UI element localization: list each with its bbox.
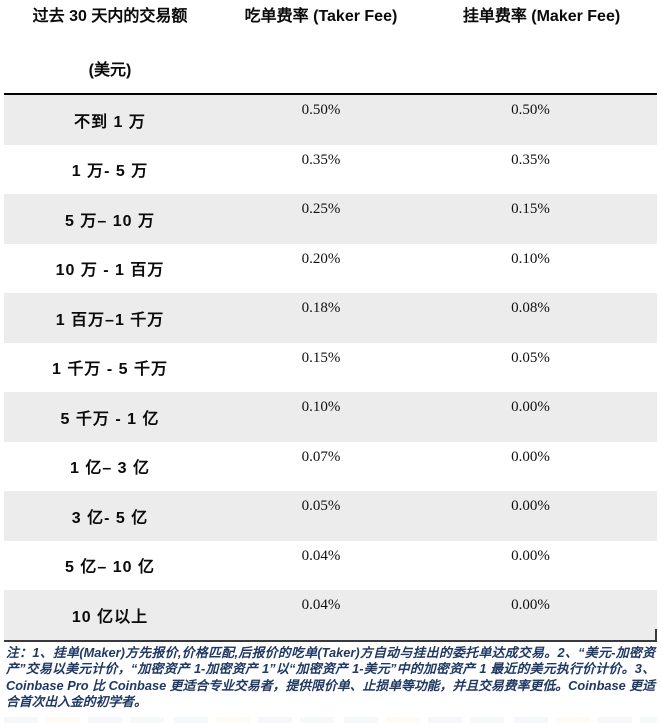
divider-right-tick	[655, 628, 657, 642]
tier-label: 1 千万 - 5 千万	[52, 361, 168, 379]
fee-table: 过去 30 天内的交易额 (美元) 吃单费率 (Taker Fee) 挂单费率 …	[4, 0, 657, 711]
taker-fee-value: 0.04%	[301, 547, 341, 564]
maker-fee-value: 0.00%	[511, 498, 550, 514]
maker-fee-value: 0.08%	[511, 300, 550, 316]
tier-label: 5 千万 - 1 亿	[60, 410, 160, 428]
table-row: 3 亿- 5 亿 0.05% 0.00%	[4, 491, 657, 541]
maker-fee-value: 0.00%	[511, 547, 550, 564]
maker-fee-value: 0.35%	[511, 151, 550, 168]
tier-label: 不到 1 万	[74, 113, 146, 131]
column-header-volume-line1: 过去 30 天内的交易额	[32, 8, 188, 25]
maker-fee-value: 0.00%	[511, 448, 550, 465]
maker-fee-value: 0.00%	[511, 597, 550, 613]
taker-fee-value: 0.10%	[301, 399, 341, 415]
maker-fee-value: 0.05%	[511, 349, 550, 366]
tier-label: 5 万– 10 万	[65, 212, 155, 230]
column-header-maker-fee: 挂单费率 (Maker Fee)	[462, 8, 621, 25]
tier-label: 5 亿– 10 亿	[65, 559, 155, 577]
taker-fee-value: 0.50%	[301, 102, 341, 118]
table-row: 1 万- 5 万 0.35% 0.35%	[4, 145, 657, 195]
table-row: 5 万– 10 万 0.25% 0.15%	[4, 194, 657, 244]
table-row: 5 亿– 10 亿 0.04% 0.00%	[4, 541, 657, 591]
column-header-volume: 过去 30 天内的交易额 (美元)	[4, 0, 216, 82]
tier-label: 10 万 - 1 百万	[55, 262, 165, 280]
table-row: 5 千万 - 1 亿 0.10% 0.00%	[4, 392, 657, 442]
table-body: 不到 1 万 0.50% 0.50% 1 万- 5 万 0.35% 0.35% …	[4, 95, 657, 640]
maker-fee-value: 0.00%	[511, 399, 550, 415]
taker-fee-value: 0.18%	[301, 300, 341, 316]
taker-fee-value: 0.07%	[301, 448, 341, 465]
taker-fee-value: 0.25%	[301, 201, 341, 217]
column-header-taker-fee: 吃单费率 (Taker Fee)	[244, 8, 398, 25]
maker-fee-value: 0.15%	[511, 201, 550, 217]
tier-label: 1 万- 5 万	[71, 163, 149, 181]
maker-fee-value: 0.50%	[511, 102, 550, 118]
taker-fee-value: 0.15%	[301, 349, 341, 366]
tier-label: 1 亿– 3 亿	[69, 460, 151, 478]
table-row: 1 百万–1 千万 0.18% 0.08%	[4, 293, 657, 343]
table-row: 1 亿– 3 亿 0.07% 0.00%	[4, 442, 657, 492]
taker-fee-value: 0.05%	[301, 498, 341, 514]
taker-fee-value: 0.35%	[301, 151, 341, 168]
maker-fee-value: 0.10%	[511, 250, 550, 267]
tier-label: 1 百万–1 千万	[55, 311, 165, 329]
table-row: 10 万 - 1 百万 0.20% 0.10%	[4, 244, 657, 294]
tier-label: 10 亿以上	[71, 608, 149, 626]
table-row: 不到 1 万 0.50% 0.50%	[4, 95, 657, 145]
footnote-divider	[4, 628, 657, 642]
table-row: 1 千万 - 5 千万 0.15% 0.05%	[4, 343, 657, 393]
taker-fee-value: 0.20%	[301, 250, 341, 267]
table-row: 10 亿以上 0.04% 0.00%	[4, 590, 657, 640]
tier-label: 3 亿- 5 亿	[71, 509, 149, 527]
footnote-text: 注：1、挂单(Maker)方先报价,价格匹配,后报价的吃单(Taker)方自动与…	[6, 644, 655, 710]
table-header: 过去 30 天内的交易额 (美元) 吃单费率 (Taker Fee) 挂单费率 …	[4, 0, 657, 95]
column-header-volume-line2: (美元)	[88, 62, 132, 79]
clipped-bottom-text	[4, 717, 657, 723]
taker-fee-value: 0.04%	[301, 597, 341, 613]
